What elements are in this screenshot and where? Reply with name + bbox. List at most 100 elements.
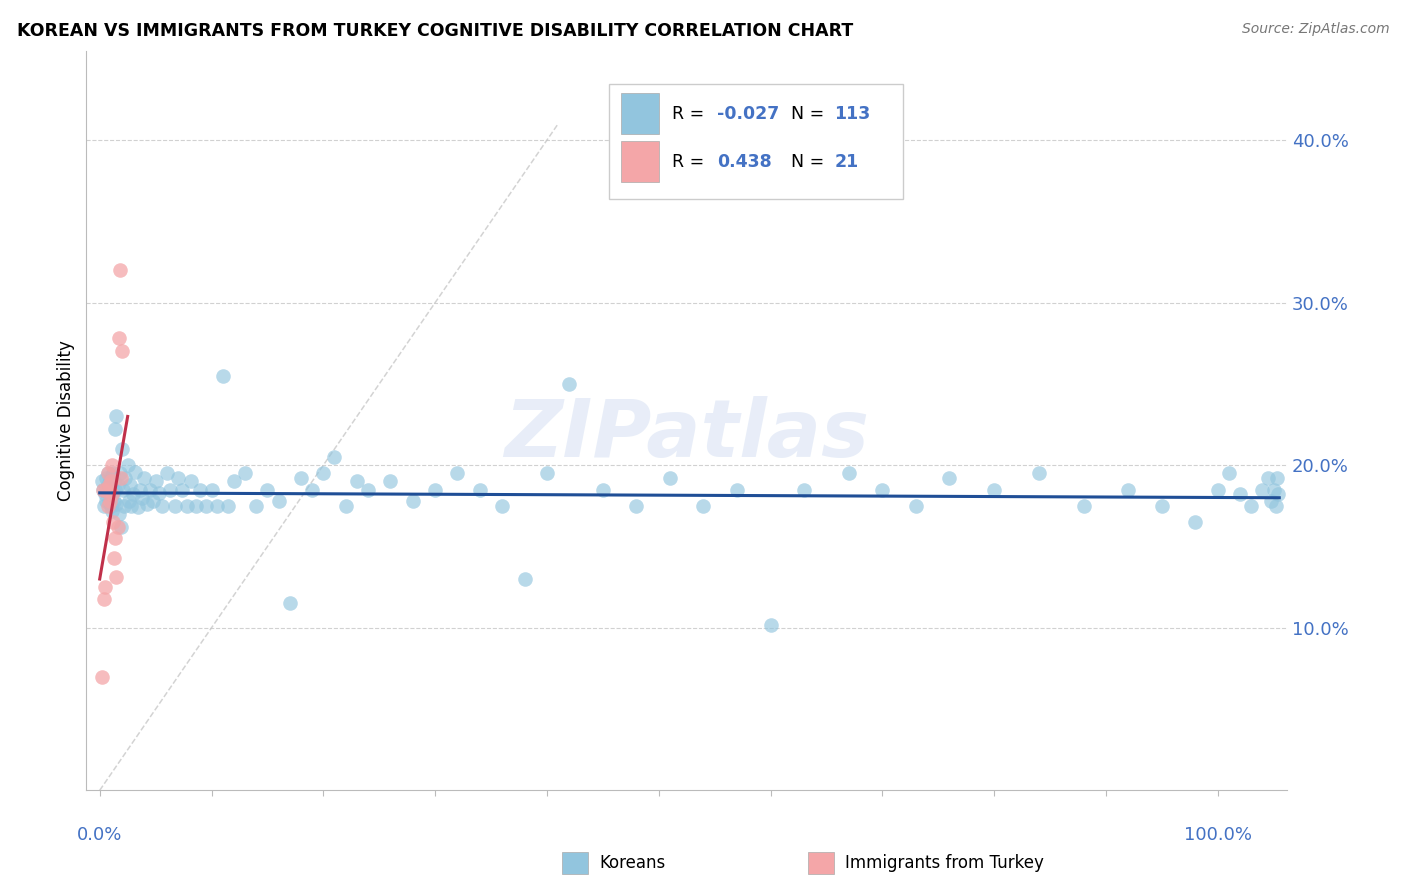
Point: [176, 499, 198, 513]
Point: [104, 532, 127, 546]
Point: [108, 263, 131, 277]
Point: [468, 483, 491, 497]
Point: [267, 494, 290, 508]
Point: [104, 483, 127, 497]
Point: [91, 475, 114, 489]
Point: [256, 483, 278, 497]
Point: [1257, 471, 1279, 485]
Point: [111, 442, 134, 456]
Point: [692, 499, 714, 513]
Point: [93, 591, 115, 606]
Point: [142, 494, 165, 508]
Point: [211, 368, 233, 383]
Point: [131, 491, 153, 505]
Point: [163, 499, 186, 513]
Text: -0.027: -0.027: [717, 104, 779, 122]
Point: [96, 499, 118, 513]
Point: [112, 483, 135, 497]
Point: [1240, 499, 1263, 513]
Point: [100, 491, 122, 505]
Text: 0.0%: 0.0%: [77, 826, 122, 844]
Point: [114, 471, 136, 485]
Point: [124, 465, 146, 479]
Point: [150, 499, 173, 513]
Point: [148, 486, 170, 500]
Point: [98, 494, 121, 508]
Point: [1263, 483, 1285, 497]
Point: [1264, 499, 1286, 513]
Text: Koreans: Koreans: [599, 854, 665, 871]
Point: [120, 499, 142, 513]
Point: [759, 617, 782, 632]
Text: Immigrants from Turkey: Immigrants from Turkey: [845, 854, 1043, 871]
Point: [93, 499, 115, 513]
Point: [1073, 499, 1095, 513]
Point: [658, 471, 681, 485]
Point: [423, 483, 446, 497]
Text: N =: N =: [792, 153, 830, 170]
Point: [135, 497, 157, 511]
Point: [94, 580, 117, 594]
Point: [112, 499, 135, 513]
Point: [205, 499, 228, 513]
Point: [139, 483, 162, 497]
Point: [100, 499, 122, 513]
Point: [180, 475, 202, 489]
Point: [104, 422, 127, 436]
Text: R =: R =: [672, 153, 710, 170]
Text: 113: 113: [834, 104, 870, 122]
Point: [1184, 515, 1206, 529]
Point: [1118, 483, 1140, 497]
Point: [245, 499, 267, 513]
Point: [97, 495, 120, 509]
Point: [233, 467, 256, 481]
Point: [1260, 494, 1282, 508]
Text: 0.438: 0.438: [717, 153, 772, 170]
Point: [1218, 467, 1240, 481]
Point: [1229, 487, 1251, 501]
Point: [156, 467, 179, 481]
Point: [134, 471, 156, 485]
Point: [122, 487, 145, 501]
Y-axis label: Cognitive Disability: Cognitive Disability: [58, 340, 75, 501]
Bar: [620, 141, 659, 182]
Point: [172, 483, 194, 497]
Point: [938, 471, 960, 485]
Point: [96, 467, 118, 481]
Point: [101, 504, 124, 518]
FancyBboxPatch shape: [609, 84, 903, 199]
Point: [96, 471, 118, 485]
Point: [103, 494, 125, 508]
Point: [278, 596, 301, 610]
Point: [91, 483, 114, 497]
Point: [118, 477, 141, 491]
Text: 21: 21: [834, 153, 859, 170]
Point: [117, 458, 139, 473]
Point: [101, 484, 124, 499]
Text: R =: R =: [672, 104, 710, 122]
Point: [188, 483, 211, 497]
Point: [100, 475, 122, 489]
Point: [446, 467, 468, 481]
Point: [536, 467, 558, 481]
Point: [145, 475, 167, 489]
Point: [91, 669, 114, 683]
Point: [1267, 487, 1289, 501]
Point: [194, 499, 217, 513]
Point: [97, 477, 120, 491]
Point: [838, 467, 860, 481]
Point: [872, 483, 894, 497]
Point: [98, 479, 121, 493]
Point: [357, 483, 380, 497]
Point: [626, 499, 648, 513]
Point: [592, 483, 614, 497]
Point: [103, 550, 125, 565]
Point: [301, 483, 323, 497]
Point: [222, 475, 245, 489]
Point: [97, 486, 120, 500]
Point: [904, 499, 927, 513]
Point: [107, 477, 129, 491]
Point: [101, 467, 124, 481]
Point: [200, 483, 222, 497]
Point: [107, 520, 129, 534]
